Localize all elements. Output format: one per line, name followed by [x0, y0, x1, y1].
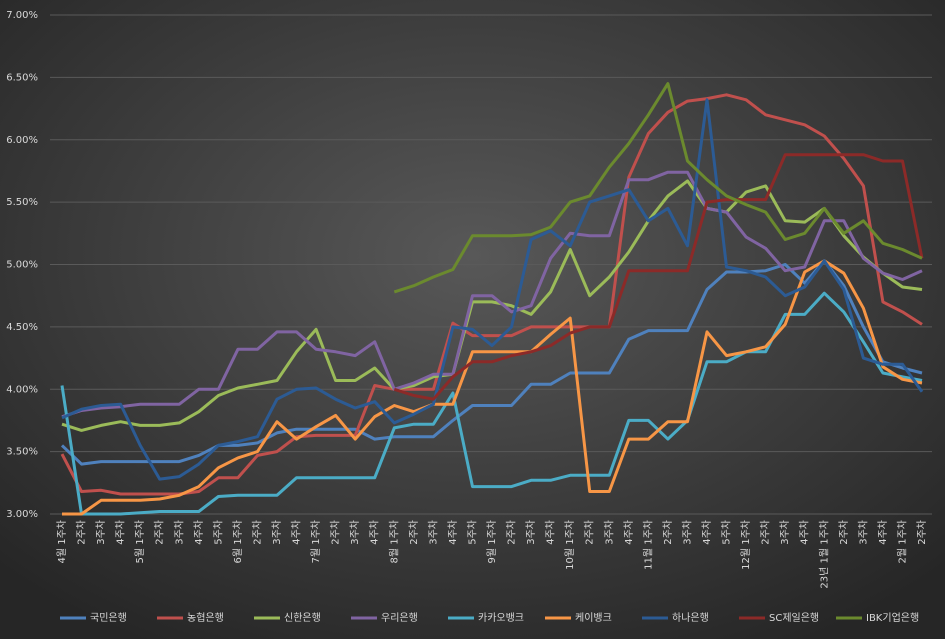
x-tick-label: 5주차: [721, 520, 733, 545]
y-tick-label: 7.00%: [6, 10, 38, 21]
x-tick-label: 2주차: [916, 520, 928, 545]
x-tick-label: 3주차: [173, 520, 185, 545]
x-tick-label: 3주차: [857, 520, 869, 545]
y-tick-label: 4.00%: [6, 384, 38, 395]
line-series: [393, 153, 924, 401]
legend-label: 국민은행: [90, 612, 127, 624]
x-tick-label: 2주차: [760, 520, 772, 545]
x-tick-label: 5주차: [212, 520, 224, 545]
x-tick-label: 2주차: [584, 520, 596, 545]
x-tick-label: 2주차: [662, 520, 674, 545]
x-tick-label: 2주차: [330, 520, 342, 545]
y-tick-label: 5.00%: [6, 260, 38, 271]
legend-label: SC제일은행: [769, 612, 819, 624]
y-tick-label: 5.50%: [6, 197, 38, 208]
line-series: [61, 179, 923, 432]
x-tick-label: 4주차: [701, 520, 713, 545]
x-tick-label: 3주차: [779, 520, 791, 545]
legend-label: 카카오뱅크: [478, 612, 524, 624]
x-tick-label: 2월 1주차: [896, 520, 908, 564]
x-tick-label: 4월 1주차: [56, 520, 68, 564]
line-series: [60, 93, 923, 496]
legend-label: IBK기업은행: [866, 611, 919, 624]
legend-label: 신한은행: [284, 612, 321, 624]
x-tick-label: 3주차: [271, 520, 283, 545]
x-tick-label: 3주차: [603, 520, 615, 545]
x-tick-label: 12월 1주차: [740, 520, 752, 570]
legend-label: 농협은행: [187, 611, 224, 624]
legend-label: 케이뱅크: [575, 612, 612, 624]
x-tick-label: 3주차: [681, 520, 693, 545]
x-tick-label: 8월 1주차: [388, 520, 400, 564]
x-tick-label: 2주차: [506, 520, 518, 545]
y-tick-label: 6.00%: [6, 135, 38, 146]
x-tick-label: 11월 1주차: [642, 520, 654, 570]
x-tick-label: 5월 1주차: [134, 520, 146, 564]
x-tick-label: 6월 1주차: [232, 520, 244, 564]
y-tick-label: 3.50%: [6, 447, 38, 458]
x-tick-label: 4주차: [115, 520, 127, 545]
x-tick-label: 23년 1월 1주차: [818, 520, 830, 589]
line-series: [61, 98, 924, 481]
x-tick-label: 7월 1주차: [310, 520, 322, 564]
x-tick-label: 3주차: [427, 520, 439, 545]
line-series: [61, 170, 923, 419]
line-series: [393, 82, 923, 294]
y-tick-label: 3.00%: [6, 509, 38, 520]
legend-label: 하나은행: [672, 611, 709, 624]
x-tick-label: 4주차: [877, 520, 889, 545]
x-tick-label: 3주차: [95, 520, 107, 545]
x-tick-label: 4주차: [799, 520, 811, 545]
x-tick-label: 4주차: [193, 520, 205, 545]
x-tick-label: 4주차: [447, 520, 459, 545]
x-tick-label: 4주차: [545, 520, 557, 545]
x-tick-label: 4주차: [369, 520, 381, 545]
line-series: [60, 259, 923, 466]
x-tick-label: 2주차: [76, 520, 88, 545]
line-series: [60, 291, 923, 516]
x-tick-label: 2주차: [838, 520, 850, 545]
x-tick-label: 3주차: [349, 520, 361, 545]
y-tick-label: 6.50%: [6, 72, 38, 83]
x-tick-label: 2주차: [408, 520, 420, 545]
x-tick-label: 5주차: [466, 520, 478, 545]
x-tick-label: 4주차: [623, 520, 635, 545]
line-series: [62, 259, 923, 516]
x-tick-label: 9월 1주차: [486, 520, 498, 564]
legend-label: 우리은행: [381, 612, 418, 624]
x-tick-label: 3주차: [525, 520, 537, 545]
x-tick-label: 4주차: [291, 520, 303, 545]
x-tick-label: 10월 1주차: [564, 520, 576, 570]
x-tick-label: 2주차: [154, 520, 166, 545]
x-tick-label: 2주차: [251, 520, 263, 545]
y-tick-label: 4.50%: [6, 322, 38, 333]
